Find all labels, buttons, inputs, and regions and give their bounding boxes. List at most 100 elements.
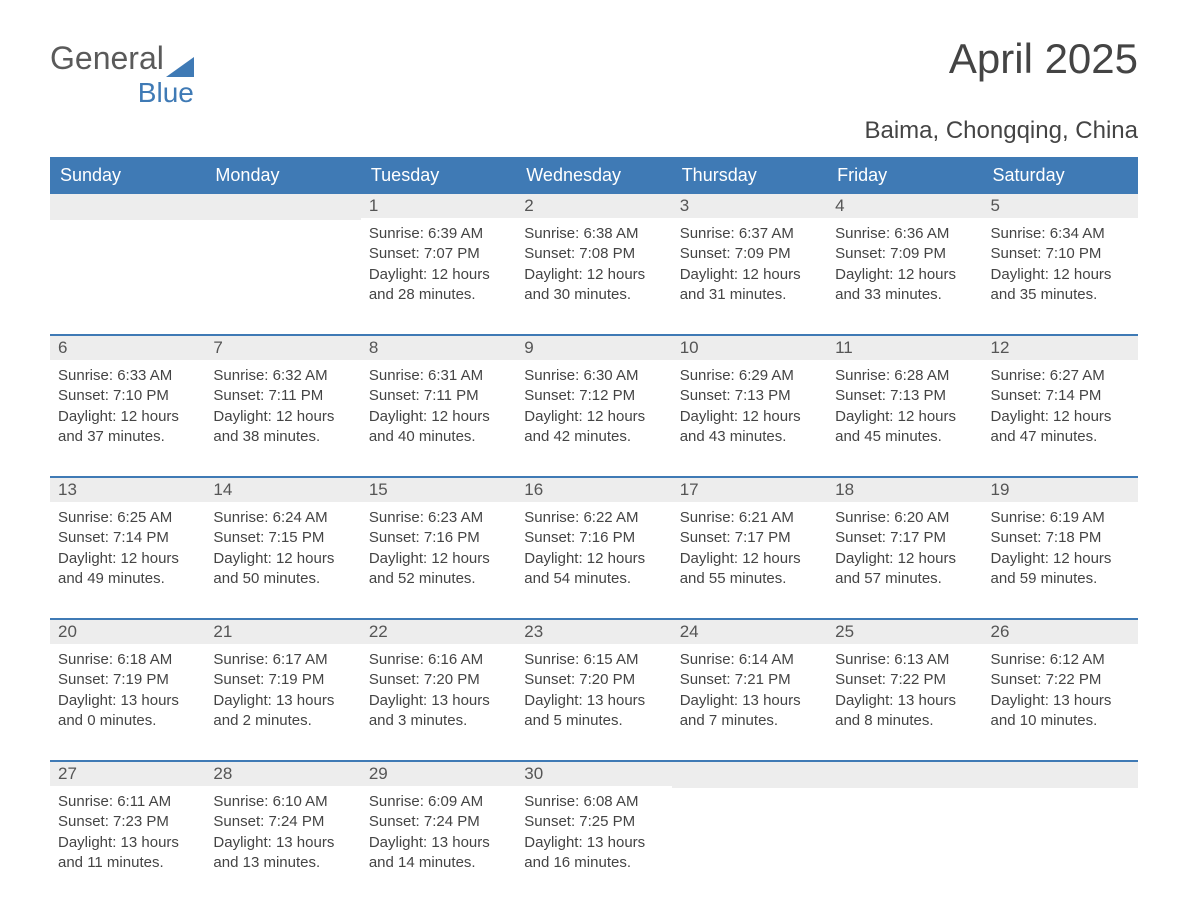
sunset-text: Sunset: 7:17 PM — [835, 528, 974, 548]
sunrise-text: Sunrise: 6:18 AM — [58, 650, 197, 670]
day-cell: 24Sunrise: 6:14 AMSunset: 7:21 PMDayligh… — [672, 620, 827, 750]
day-cell: 18Sunrise: 6:20 AMSunset: 7:17 PMDayligh… — [827, 478, 982, 608]
day-number: 11 — [827, 336, 982, 360]
sunset-text: Sunset: 7:24 PM — [213, 812, 352, 832]
day-number — [50, 194, 205, 220]
day-number: 14 — [205, 478, 360, 502]
daylight-text: Daylight: 13 hours and 0 minutes. — [58, 691, 197, 732]
day-number: 5 — [983, 194, 1138, 218]
day-body: Sunrise: 6:10 AMSunset: 7:24 PMDaylight:… — [205, 786, 360, 881]
sunset-text: Sunset: 7:10 PM — [991, 244, 1130, 264]
daylight-text: Daylight: 12 hours and 37 minutes. — [58, 407, 197, 448]
sunrise-text: Sunrise: 6:28 AM — [835, 366, 974, 386]
logo-word2: Blue — [138, 77, 194, 108]
sunset-text: Sunset: 7:20 PM — [369, 670, 508, 690]
sunrise-text: Sunrise: 6:32 AM — [213, 366, 352, 386]
sunrise-text: Sunrise: 6:12 AM — [991, 650, 1130, 670]
sunrise-text: Sunrise: 6:15 AM — [524, 650, 663, 670]
weeks-container: 1Sunrise: 6:39 AMSunset: 7:07 PMDaylight… — [50, 194, 1138, 892]
day-cell: 10Sunrise: 6:29 AMSunset: 7:13 PMDayligh… — [672, 336, 827, 466]
day-cell: 15Sunrise: 6:23 AMSunset: 7:16 PMDayligh… — [361, 478, 516, 608]
week-row: 20Sunrise: 6:18 AMSunset: 7:19 PMDayligh… — [50, 618, 1138, 750]
day-cell: 3Sunrise: 6:37 AMSunset: 7:09 PMDaylight… — [672, 194, 827, 324]
day-number: 12 — [983, 336, 1138, 360]
day-body: Sunrise: 6:36 AMSunset: 7:09 PMDaylight:… — [827, 218, 982, 313]
daylight-text: Daylight: 12 hours and 54 minutes. — [524, 549, 663, 590]
sunset-text: Sunset: 7:11 PM — [369, 386, 508, 406]
sunrise-text: Sunrise: 6:37 AM — [680, 224, 819, 244]
sunrise-text: Sunrise: 6:24 AM — [213, 508, 352, 528]
day-body: Sunrise: 6:12 AMSunset: 7:22 PMDaylight:… — [983, 644, 1138, 739]
day-header: Monday — [205, 157, 360, 194]
sunset-text: Sunset: 7:07 PM — [369, 244, 508, 264]
day-number: 13 — [50, 478, 205, 502]
sunrise-text: Sunrise: 6:17 AM — [213, 650, 352, 670]
day-body: Sunrise: 6:14 AMSunset: 7:21 PMDaylight:… — [672, 644, 827, 739]
day-cell — [827, 762, 982, 892]
daylight-text: Daylight: 12 hours and 31 minutes. — [680, 265, 819, 306]
day-cell: 28Sunrise: 6:10 AMSunset: 7:24 PMDayligh… — [205, 762, 360, 892]
sunset-text: Sunset: 7:09 PM — [835, 244, 974, 264]
day-number: 17 — [672, 478, 827, 502]
daylight-text: Daylight: 13 hours and 8 minutes. — [835, 691, 974, 732]
day-body: Sunrise: 6:17 AMSunset: 7:19 PMDaylight:… — [205, 644, 360, 739]
daylight-text: Daylight: 12 hours and 42 minutes. — [524, 407, 663, 448]
day-cell — [50, 194, 205, 324]
daylight-text: Daylight: 12 hours and 57 minutes. — [835, 549, 974, 590]
sunset-text: Sunset: 7:18 PM — [991, 528, 1130, 548]
day-body: Sunrise: 6:39 AMSunset: 7:07 PMDaylight:… — [361, 218, 516, 313]
day-cell: 14Sunrise: 6:24 AMSunset: 7:15 PMDayligh… — [205, 478, 360, 608]
day-cell: 17Sunrise: 6:21 AMSunset: 7:17 PMDayligh… — [672, 478, 827, 608]
sunset-text: Sunset: 7:08 PM — [524, 244, 663, 264]
day-cell: 27Sunrise: 6:11 AMSunset: 7:23 PMDayligh… — [50, 762, 205, 892]
day-body: Sunrise: 6:33 AMSunset: 7:10 PMDaylight:… — [50, 360, 205, 455]
day-body: Sunrise: 6:18 AMSunset: 7:19 PMDaylight:… — [50, 644, 205, 739]
day-number: 21 — [205, 620, 360, 644]
header-row: General Blue April 2025 — [50, 40, 1138, 109]
daylight-text: Daylight: 12 hours and 47 minutes. — [991, 407, 1130, 448]
day-number — [205, 194, 360, 220]
sunrise-text: Sunrise: 6:39 AM — [369, 224, 508, 244]
day-cell: 9Sunrise: 6:30 AMSunset: 7:12 PMDaylight… — [516, 336, 671, 466]
daylight-text: Daylight: 12 hours and 52 minutes. — [369, 549, 508, 590]
day-number: 18 — [827, 478, 982, 502]
daylight-text: Daylight: 12 hours and 59 minutes. — [991, 549, 1130, 590]
day-body: Sunrise: 6:31 AMSunset: 7:11 PMDaylight:… — [361, 360, 516, 455]
sunset-text: Sunset: 7:19 PM — [58, 670, 197, 690]
day-number: 3 — [672, 194, 827, 218]
sunrise-text: Sunrise: 6:16 AM — [369, 650, 508, 670]
day-number: 8 — [361, 336, 516, 360]
sunset-text: Sunset: 7:25 PM — [524, 812, 663, 832]
daylight-text: Daylight: 13 hours and 13 minutes. — [213, 833, 352, 874]
sunset-text: Sunset: 7:14 PM — [991, 386, 1130, 406]
day-cell: 6Sunrise: 6:33 AMSunset: 7:10 PMDaylight… — [50, 336, 205, 466]
day-body: Sunrise: 6:15 AMSunset: 7:20 PMDaylight:… — [516, 644, 671, 739]
daylight-text: Daylight: 12 hours and 35 minutes. — [991, 265, 1130, 306]
sunrise-text: Sunrise: 6:23 AM — [369, 508, 508, 528]
sunrise-text: Sunrise: 6:11 AM — [58, 792, 197, 812]
month-title: April 2025 — [949, 35, 1138, 83]
day-number: 19 — [983, 478, 1138, 502]
day-number: 6 — [50, 336, 205, 360]
day-body: Sunrise: 6:09 AMSunset: 7:24 PMDaylight:… — [361, 786, 516, 881]
day-body: Sunrise: 6:11 AMSunset: 7:23 PMDaylight:… — [50, 786, 205, 881]
sunset-text: Sunset: 7:11 PM — [213, 386, 352, 406]
sunrise-text: Sunrise: 6:19 AM — [991, 508, 1130, 528]
day-number — [827, 762, 982, 788]
day-body: Sunrise: 6:27 AMSunset: 7:14 PMDaylight:… — [983, 360, 1138, 455]
sunset-text: Sunset: 7:22 PM — [835, 670, 974, 690]
day-body: Sunrise: 6:24 AMSunset: 7:15 PMDaylight:… — [205, 502, 360, 597]
daylight-text: Daylight: 12 hours and 30 minutes. — [524, 265, 663, 306]
day-body: Sunrise: 6:29 AMSunset: 7:13 PMDaylight:… — [672, 360, 827, 455]
daylight-text: Daylight: 12 hours and 33 minutes. — [835, 265, 974, 306]
day-number: 28 — [205, 762, 360, 786]
day-body: Sunrise: 6:23 AMSunset: 7:16 PMDaylight:… — [361, 502, 516, 597]
sunrise-text: Sunrise: 6:08 AM — [524, 792, 663, 812]
day-cell: 25Sunrise: 6:13 AMSunset: 7:22 PMDayligh… — [827, 620, 982, 750]
day-cell: 23Sunrise: 6:15 AMSunset: 7:20 PMDayligh… — [516, 620, 671, 750]
day-body: Sunrise: 6:19 AMSunset: 7:18 PMDaylight:… — [983, 502, 1138, 597]
sunrise-text: Sunrise: 6:30 AM — [524, 366, 663, 386]
sunrise-text: Sunrise: 6:34 AM — [991, 224, 1130, 244]
daylight-text: Daylight: 12 hours and 38 minutes. — [213, 407, 352, 448]
day-body: Sunrise: 6:30 AMSunset: 7:12 PMDaylight:… — [516, 360, 671, 455]
